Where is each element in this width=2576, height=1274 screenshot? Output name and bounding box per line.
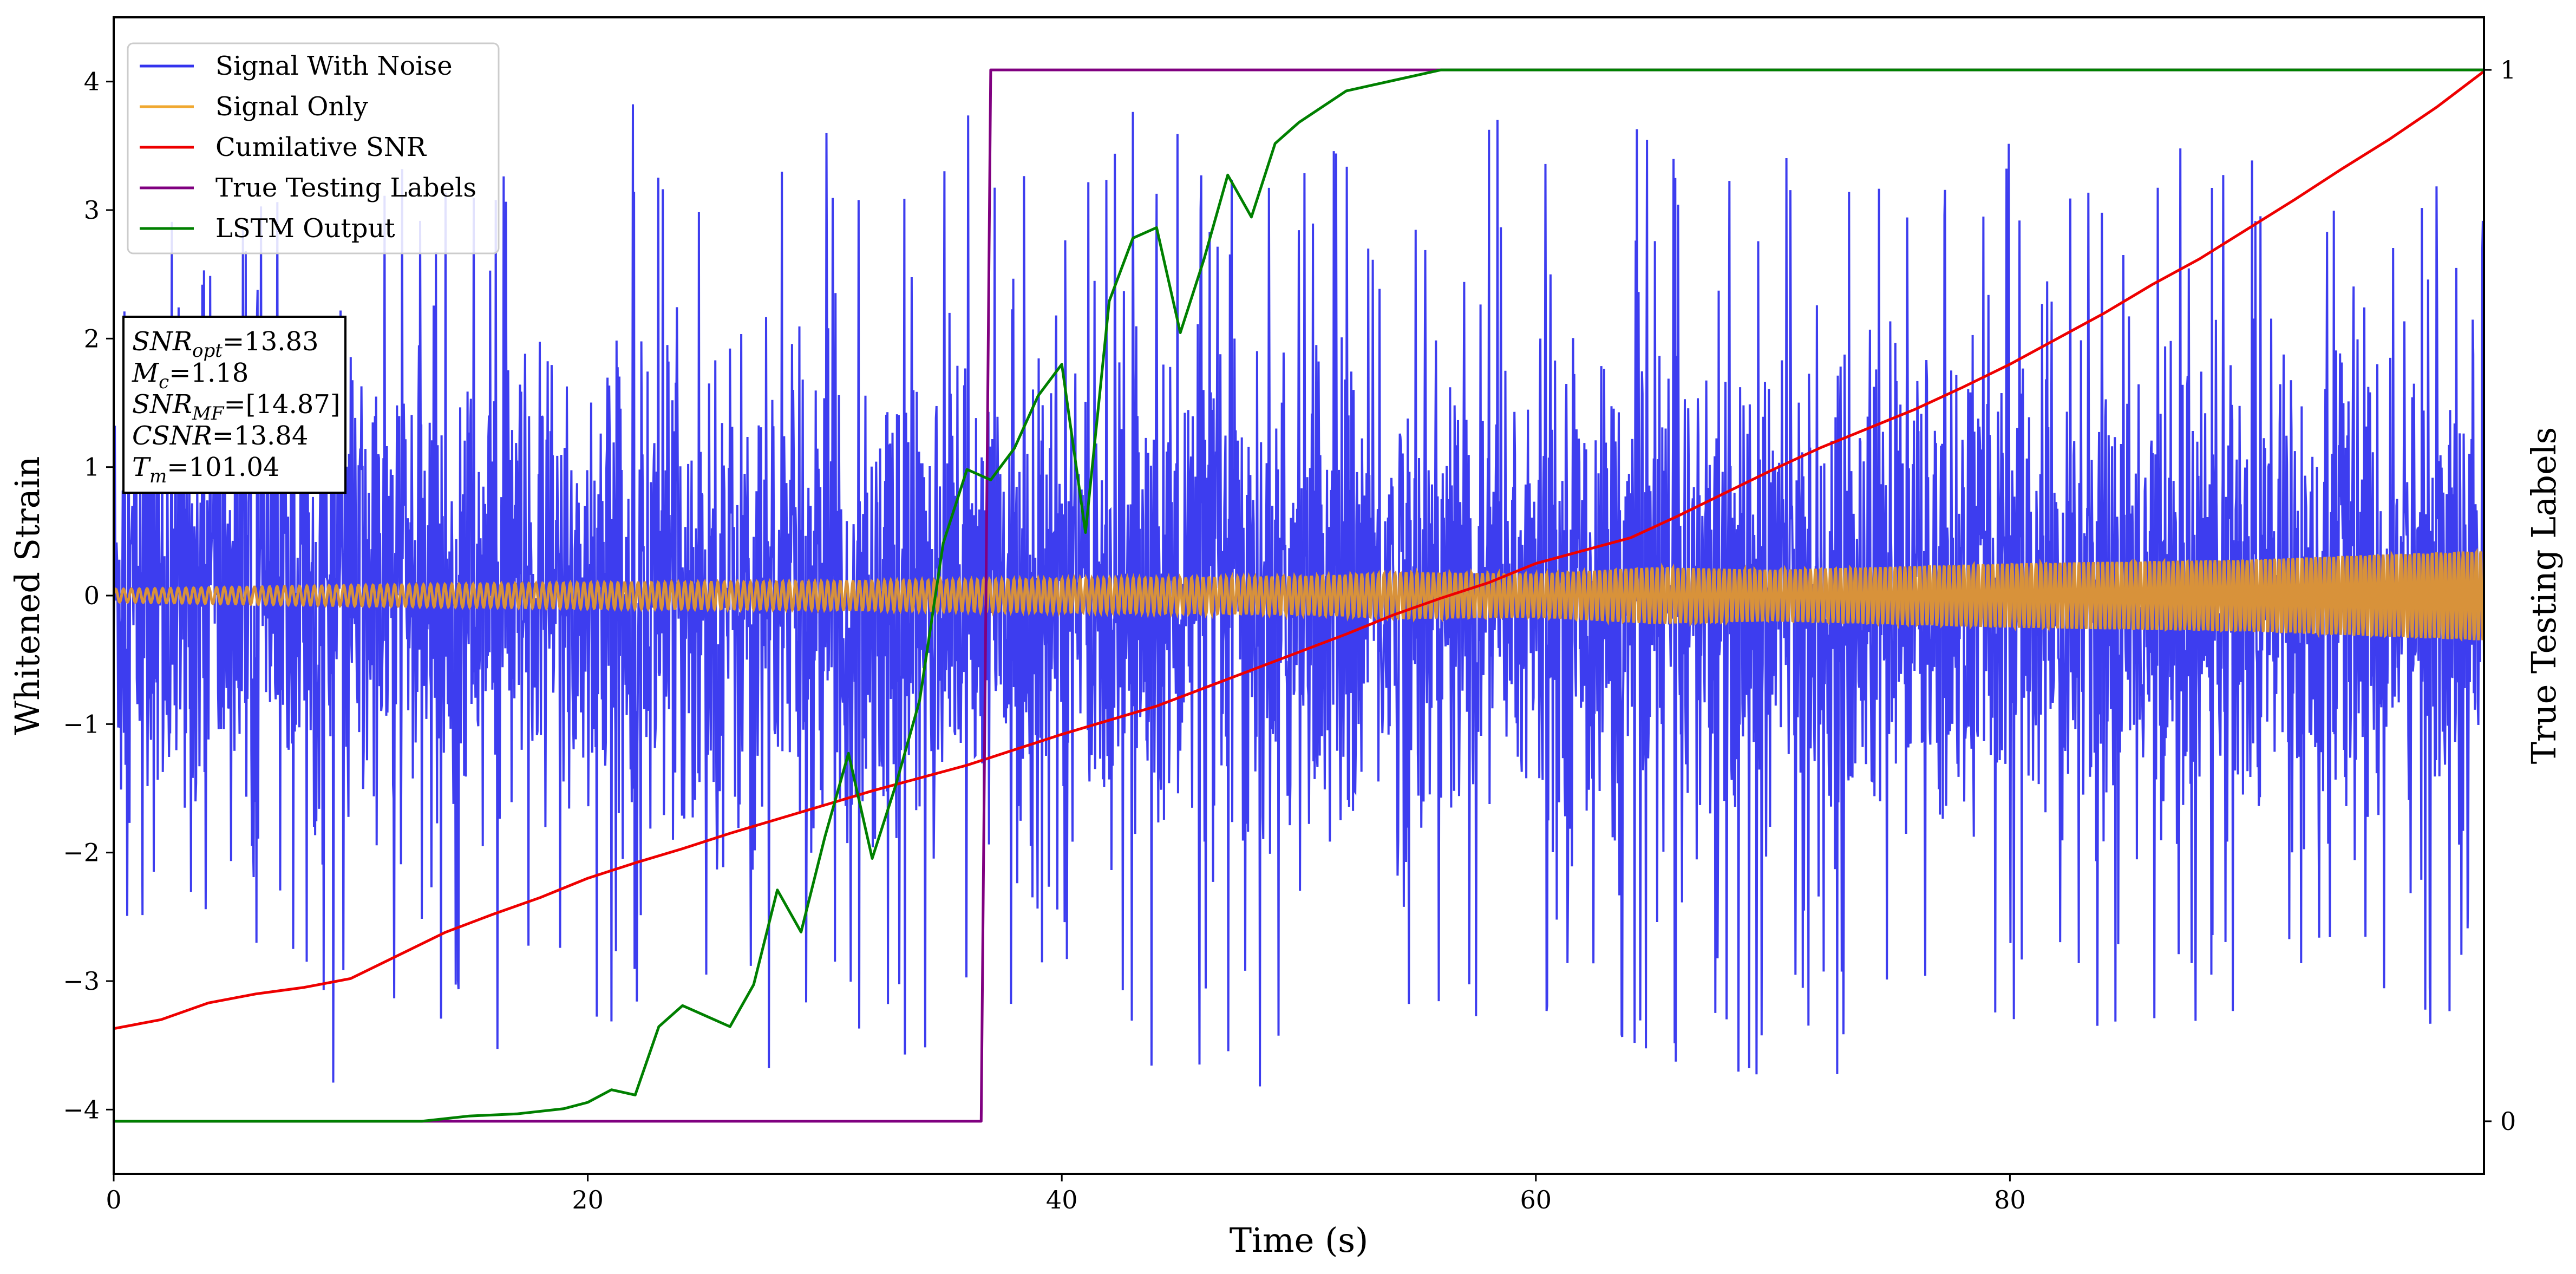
legend: Signal With Noise Signal Only Cumilative S… <box>127 42 500 254</box>
cumilative-snr-line <box>114 70 2484 1030</box>
y-tick-label: 4 <box>84 67 100 96</box>
annotation-frame <box>122 316 346 494</box>
annotation-line: SNRopt=13.83 <box>132 326 319 362</box>
annotation-line: CSNR=13.84 <box>132 421 308 451</box>
signal-with-noise-line <box>114 104 2484 1087</box>
x-tick-label: 0 <box>106 1185 121 1214</box>
annotation-box: SNRopt=13.83Mc=1.18SNRMF=[14.87]CSNR=13.… <box>122 316 346 494</box>
legend-box <box>127 42 500 254</box>
y2-axis-title: True Testing Labels <box>2524 427 2564 765</box>
legend-label: Signal Only <box>215 92 368 122</box>
plot-area <box>114 68 2484 1123</box>
x-axis: 0 20 40 60 80 <box>106 1174 2026 1214</box>
x-tick-label: 40 <box>1046 1185 1078 1214</box>
x-axis-title: Time (s) <box>1230 1220 1369 1260</box>
legend-label: True Testing Labels <box>215 173 476 203</box>
x-tick-label: 60 <box>1520 1185 1552 1214</box>
legend-label: LSTM Output <box>215 213 395 244</box>
y-tick-label: 0 <box>84 581 100 610</box>
y-tick-label: 1 <box>84 453 100 482</box>
y-tick-label: −4 <box>63 1095 100 1124</box>
y-tick-label: −3 <box>63 966 100 996</box>
y-tick-label: −1 <box>63 709 100 739</box>
y-tick-label: 2 <box>84 324 100 353</box>
annotation-line: Tm=101.04 <box>132 452 279 487</box>
lstm-output-line <box>114 68 2484 1123</box>
y2-tick-label: 0 <box>2500 1107 2516 1136</box>
signal-with-noise-series <box>114 104 2484 1087</box>
y-axis-title: Whitened Strain <box>8 456 47 735</box>
annotation-line: Mc=1.18 <box>132 358 249 393</box>
x-tick-label: 80 <box>1994 1185 2026 1214</box>
y2-tick-label: 1 <box>2500 55 2516 84</box>
legend-label: Cumilative SNR <box>215 132 427 162</box>
line-series-group <box>114 68 2484 1123</box>
y-tick-label: 3 <box>84 195 100 225</box>
legend-label: Signal With Noise <box>215 51 453 81</box>
y-axis-left: −4 −3 −2 −1 0 1 2 3 4 <box>63 67 114 1124</box>
signal-only-line <box>114 548 2484 642</box>
annotation-line: SNRMF=[14.87] <box>132 389 341 424</box>
signal-only-series <box>114 548 2484 642</box>
x-tick-label: 20 <box>572 1185 604 1214</box>
y-tick-label: −2 <box>63 838 100 867</box>
y-axis-right: 01 <box>2484 55 2516 1136</box>
